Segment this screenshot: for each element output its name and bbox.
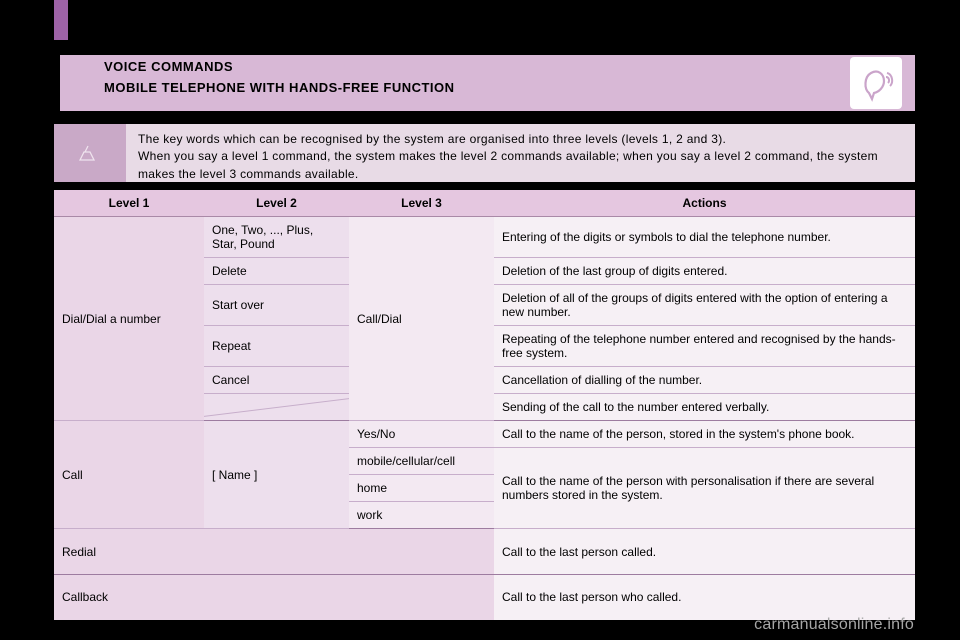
- cell-level2: Repeat: [204, 326, 349, 367]
- voice-commands-table: Level 1 Level 2 Level 3 Actions Dial/Dia…: [54, 188, 915, 622]
- intro-p2: When you say a level 1 command, the syst…: [138, 148, 903, 183]
- table-header-row: Level 1 Level 2 Level 3 Actions: [54, 189, 915, 217]
- th-level2: Level 2: [204, 189, 349, 217]
- cell-action: Call to the name of the person, stored i…: [494, 421, 915, 448]
- cell-action: Cancellation of dialling of the number.: [494, 367, 915, 394]
- cell-level1: Dial/Dial a number: [54, 217, 204, 421]
- cell-level2: Start over: [204, 285, 349, 326]
- intro-text: The key words which can be recognised by…: [126, 124, 915, 182]
- cell-level3: work: [349, 502, 494, 529]
- cell-level3: home: [349, 475, 494, 502]
- intro-bar: The key words which can be recognised by…: [54, 122, 915, 184]
- watermark: carmanualsonline.info: [754, 616, 914, 634]
- page: VOICE COMMANDS MOBILE TELEPHONE WITH HAN…: [0, 0, 960, 640]
- cell-level1: Redial: [54, 529, 494, 575]
- th-level1: Level 1: [54, 189, 204, 217]
- cell-level2: Cancel: [204, 367, 349, 394]
- page-subtitle: MOBILE TELEPHONE WITH HANDS-FREE FUNCTIO…: [104, 80, 864, 95]
- cell-level1: Callback: [54, 575, 494, 621]
- table-row: Call [ Name ] Yes/No Call to the name of…: [54, 421, 915, 448]
- cell-level2-empty: [204, 394, 349, 421]
- cell-action: Deletion of the last group of digits ent…: [494, 258, 915, 285]
- cell-action: Entering of the digits or symbols to dia…: [494, 217, 915, 258]
- cell-level2: Delete: [204, 258, 349, 285]
- side-tab: [54, 0, 68, 40]
- cell-level3: Call/Dial: [349, 217, 494, 421]
- cell-level3: Yes/No: [349, 421, 494, 448]
- table-row: Dial/Dial a number One, Two, ..., Plus, …: [54, 217, 915, 258]
- table-row: Redial Call to the last person called.: [54, 529, 915, 575]
- cell-level1: Call: [54, 421, 204, 529]
- cell-level2: [ Name ]: [204, 421, 349, 529]
- voice-head-icon: [850, 57, 902, 109]
- cell-level3: mobile/cellular/cell: [349, 448, 494, 475]
- th-actions: Actions: [494, 189, 915, 217]
- table-row: Callback Call to the last person who cal…: [54, 575, 915, 621]
- th-level3: Level 3: [349, 189, 494, 217]
- cell-action: Sending of the call to the number entere…: [494, 394, 915, 421]
- header-titles: VOICE COMMANDS MOBILE TELEPHONE WITH HAN…: [104, 59, 864, 95]
- cell-action: Call to the last person who called.: [494, 575, 915, 621]
- cell-action: Call to the name of the person with pers…: [494, 448, 915, 529]
- cell-action: Repeating of the telephone number entere…: [494, 326, 915, 367]
- cell-level2: One, Two, ..., Plus, Star, Pound: [204, 217, 349, 258]
- cell-action: Call to the last person called.: [494, 529, 915, 575]
- cell-action: Deletion of all of the groups of digits …: [494, 285, 915, 326]
- intro-icon: [54, 124, 126, 182]
- intro-p1: The key words which can be recognised by…: [138, 131, 903, 148]
- page-title: VOICE COMMANDS: [104, 59, 864, 74]
